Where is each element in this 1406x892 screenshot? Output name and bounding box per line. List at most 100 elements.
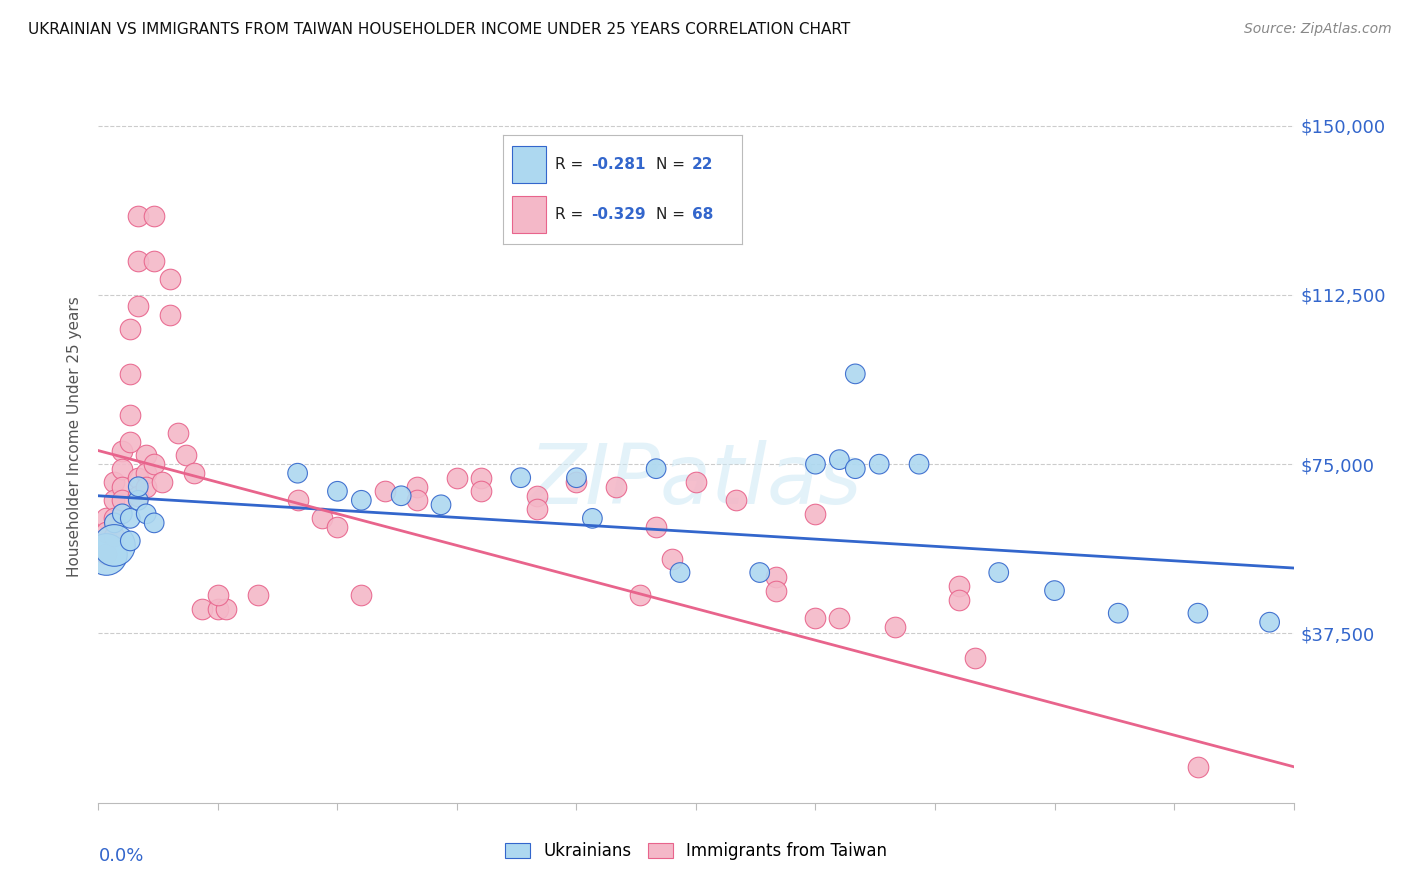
Point — [127, 254, 149, 268]
Point — [804, 457, 827, 471]
Point — [135, 466, 157, 480]
Point — [765, 583, 787, 598]
Point — [470, 484, 492, 499]
Point — [127, 493, 149, 508]
Point — [374, 484, 396, 499]
Text: N =: N = — [657, 207, 690, 222]
Point — [127, 299, 149, 313]
Text: N =: N = — [657, 157, 690, 171]
Point — [127, 209, 149, 223]
Point — [120, 511, 142, 525]
Point — [908, 457, 931, 471]
Point — [111, 480, 134, 494]
Point — [948, 592, 970, 607]
Point — [127, 480, 149, 494]
Point — [565, 471, 588, 485]
Point — [406, 493, 429, 508]
Point — [661, 552, 683, 566]
Legend: Ukrainians, Immigrants from Taiwan: Ukrainians, Immigrants from Taiwan — [505, 842, 887, 860]
Point — [350, 588, 373, 602]
Point — [581, 511, 603, 525]
Point — [406, 480, 429, 494]
Point — [526, 502, 548, 516]
Point — [645, 461, 668, 475]
Point — [135, 507, 157, 521]
Point — [430, 498, 453, 512]
Text: R =: R = — [555, 157, 589, 171]
Point — [326, 484, 349, 499]
Point — [96, 524, 118, 539]
Point — [287, 493, 309, 508]
Point — [1258, 615, 1281, 630]
Point — [804, 610, 827, 624]
Point — [884, 620, 907, 634]
Point — [183, 466, 205, 480]
Y-axis label: Householder Income Under 25 years: Householder Income Under 25 years — [67, 297, 83, 577]
Point — [174, 448, 197, 462]
Point — [111, 461, 134, 475]
Point — [159, 272, 181, 286]
Point — [645, 520, 668, 534]
Point — [111, 443, 134, 458]
Point — [120, 322, 142, 336]
Point — [111, 507, 134, 521]
Point — [120, 533, 142, 548]
Point — [326, 520, 349, 534]
Point — [135, 480, 157, 494]
Point — [96, 548, 118, 562]
Point — [120, 434, 142, 449]
Point — [724, 493, 747, 508]
Point — [287, 466, 309, 480]
Point — [207, 601, 229, 615]
Text: ZIPatlas: ZIPatlas — [529, 441, 863, 522]
Point — [207, 588, 229, 602]
Point — [446, 471, 468, 485]
Point — [96, 511, 118, 525]
Point — [143, 516, 166, 530]
Point — [844, 461, 866, 475]
Point — [103, 475, 125, 490]
Point — [868, 457, 890, 471]
Point — [103, 538, 125, 552]
Point — [159, 308, 181, 322]
Point — [120, 408, 142, 422]
Point — [828, 610, 851, 624]
Point — [103, 493, 125, 508]
Point — [167, 425, 190, 440]
Point — [470, 471, 492, 485]
Text: -0.329: -0.329 — [592, 207, 645, 222]
Point — [1187, 606, 1209, 620]
Point — [605, 480, 627, 494]
Point — [1043, 583, 1066, 598]
Text: 22: 22 — [692, 157, 713, 171]
Point — [565, 475, 588, 490]
Point — [120, 367, 142, 381]
Point — [509, 471, 531, 485]
Point — [143, 209, 166, 223]
Point — [127, 489, 149, 503]
Point — [246, 588, 269, 602]
Point — [828, 452, 851, 467]
FancyBboxPatch shape — [512, 145, 546, 183]
Point — [628, 588, 651, 602]
Point — [311, 511, 333, 525]
Point — [111, 493, 134, 508]
Point — [526, 489, 548, 503]
Point — [215, 601, 238, 615]
Point — [127, 471, 149, 485]
Text: 0.0%: 0.0% — [98, 847, 143, 864]
Text: R =: R = — [555, 207, 589, 222]
Point — [748, 566, 770, 580]
Point — [669, 566, 692, 580]
Point — [350, 493, 373, 508]
Point — [948, 579, 970, 593]
Point — [143, 457, 166, 471]
Point — [844, 367, 866, 381]
Point — [103, 516, 125, 530]
Point — [804, 507, 827, 521]
Point — [987, 566, 1010, 580]
Point — [96, 548, 118, 562]
Point — [143, 254, 166, 268]
Point — [963, 651, 986, 665]
Point — [103, 529, 125, 543]
